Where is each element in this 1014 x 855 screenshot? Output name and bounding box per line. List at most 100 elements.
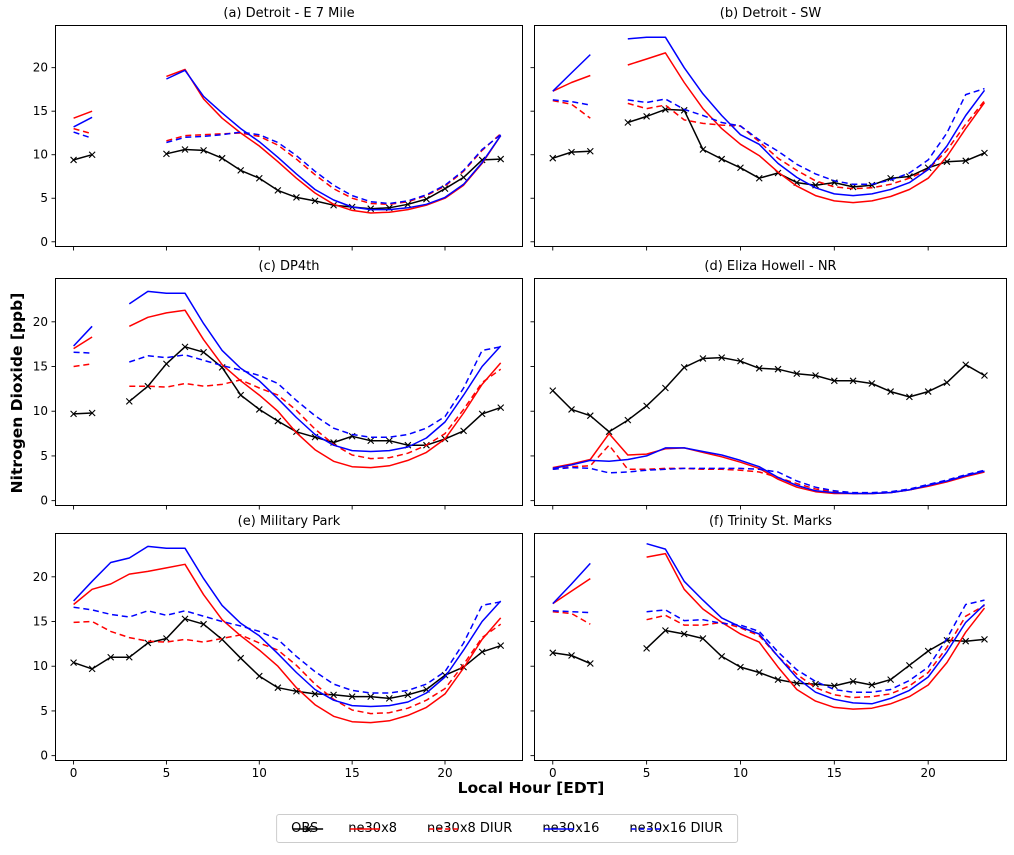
obs-marker — [755, 669, 763, 676]
obs-marker — [699, 355, 707, 362]
obs-marker — [793, 370, 801, 378]
obs-marker — [404, 691, 412, 699]
series-line-ne30x16-diur — [552, 610, 591, 614]
series-line-ne30x16-diur — [552, 99, 591, 106]
x-axis-label: Local Hour [EDT] — [457, 779, 605, 797]
series-line-obs — [73, 412, 93, 415]
panel-b-plot — [530, 25, 1007, 251]
obs-marker — [385, 695, 393, 702]
panel-c-plot: 0 5 10 15 20 — [33, 278, 523, 510]
obs-marker — [497, 642, 505, 650]
series-line-ne30x8-diur — [552, 99, 591, 119]
obs-marker — [868, 380, 876, 387]
obs-marker — [774, 365, 782, 373]
series-line-ne30x16 — [128, 290, 502, 453]
obs-marker — [718, 652, 726, 660]
y-tick-label: 15 — [33, 104, 48, 118]
series-line-ne30x16-diur — [552, 466, 985, 494]
series-line-ne30x16 — [73, 325, 93, 347]
obs-marker — [237, 391, 245, 399]
obs-marker — [181, 146, 189, 153]
series-line-ne30x16 — [73, 116, 93, 128]
obs-marker — [144, 382, 152, 390]
obs-marker — [680, 106, 688, 114]
series-line-obs — [73, 618, 501, 700]
obs-marker — [568, 652, 575, 659]
y-tick-label: 15 — [33, 360, 48, 374]
obs-marker — [163, 150, 170, 158]
x-tick-label: 15 — [827, 766, 842, 780]
obs-marker — [924, 388, 932, 395]
obs-marker — [680, 364, 688, 371]
obs-marker — [441, 185, 449, 193]
obs-marker — [404, 200, 412, 208]
obs-marker — [718, 354, 726, 361]
panel-title-b: (b) Detroit - SW — [719, 6, 822, 21]
obs-marker — [924, 647, 932, 655]
obs-marker — [423, 686, 430, 693]
series-line-ne30x8 — [73, 336, 93, 350]
obs-marker — [586, 660, 594, 667]
series-line-ne30x8 — [73, 110, 93, 119]
legend-swatch-solid — [350, 827, 381, 830]
obs-marker — [163, 360, 170, 368]
panel-f-plot: 0 5 10 15 20 — [530, 533, 1007, 780]
series-line-ne30x8-diur — [552, 444, 985, 495]
obs-marker — [568, 406, 575, 413]
series-line-obs — [552, 652, 591, 665]
panel-border — [55, 278, 523, 506]
series-line-ne30x8 — [552, 432, 985, 495]
obs-marker — [568, 148, 575, 156]
series-line-ne30x16 — [552, 447, 985, 495]
x-tick-label: 20 — [921, 766, 936, 780]
x-tick-label: 10 — [733, 766, 748, 780]
obs-marker — [218, 364, 226, 371]
obs-marker — [274, 417, 282, 425]
obs-marker — [367, 205, 375, 213]
x-tick-label: 0 — [549, 766, 557, 780]
y-tick-label: 0 — [40, 749, 48, 763]
obs-marker — [624, 416, 632, 424]
obs-marker — [200, 620, 207, 628]
series-line-ne30x8 — [166, 68, 502, 214]
series-line-ne30x8-diur — [646, 604, 985, 699]
legend-label: ne30x8 DIUR — [427, 821, 513, 836]
y-tick-label: 0 — [40, 235, 48, 249]
obs-marker — [812, 680, 819, 688]
obs-marker — [981, 372, 988, 379]
obs-marker — [849, 678, 857, 685]
obs-marker — [107, 653, 115, 661]
legend-item-obs: OBS — [291, 821, 324, 836]
obs-marker — [981, 149, 988, 157]
y-tick-label: 15 — [33, 615, 48, 629]
obs-marker — [887, 676, 895, 684]
obs-marker — [478, 648, 486, 656]
obs-marker — [699, 146, 707, 153]
panel-border — [534, 278, 1007, 506]
obs-marker — [962, 361, 970, 369]
obs-marker — [661, 627, 669, 634]
legend-swatch-solid — [293, 825, 324, 832]
obs-marker — [274, 684, 282, 692]
obs-marker — [367, 437, 375, 445]
obs-marker — [830, 377, 838, 385]
series-line-ne30x16 — [166, 69, 502, 211]
obs-marker — [605, 428, 613, 436]
obs-marker — [943, 158, 951, 166]
obs-marker — [460, 427, 467, 435]
obs-marker — [943, 379, 951, 387]
obs-marker — [774, 676, 782, 684]
panel-title-c: (c) DP4th — [258, 259, 320, 274]
y-tick-label: 0 — [40, 494, 48, 508]
obs-marker — [348, 693, 356, 701]
y-tick-label: 10 — [33, 659, 48, 673]
panel-border — [534, 533, 1007, 761]
y-tick-label: 10 — [33, 404, 48, 418]
legend-swatch-dashed — [631, 827, 662, 830]
obs-marker — [200, 348, 207, 356]
panel-border — [55, 533, 523, 761]
obs-marker — [868, 681, 876, 689]
obs-marker — [237, 654, 245, 662]
legend-swatch-solid — [544, 827, 575, 830]
